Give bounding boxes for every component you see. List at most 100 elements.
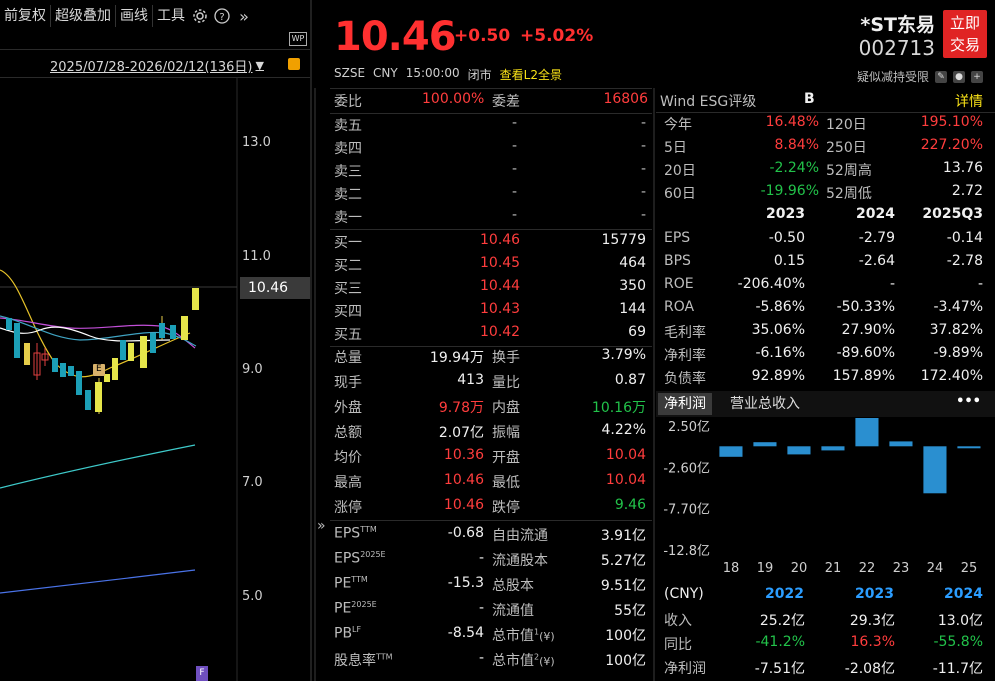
more-icon[interactable]: •••	[956, 394, 981, 409]
info-circle-icon[interactable]: (¥)	[539, 655, 555, 668]
fundamental-value: 100亿	[605, 653, 646, 669]
ask-row[interactable]: 卖三 - -	[330, 159, 652, 183]
fin-col-header: 2023	[766, 206, 805, 222]
fin-row: ROE -206.40% - -	[656, 274, 995, 297]
fin-value: -2.78	[946, 253, 983, 269]
perf-label: 52周低	[826, 186, 872, 202]
bid-row[interactable]: 买三 10.44 350	[330, 276, 652, 300]
ask-label: 卖四	[334, 141, 362, 157]
stock-code: 002713	[858, 36, 935, 60]
ask-row[interactable]: 卖四 - -	[330, 136, 652, 160]
tab-revenue[interactable]: 营业总收入	[730, 396, 800, 412]
edit-icon[interactable]: ✎	[935, 70, 947, 83]
esg-detail-link[interactable]: 详情	[955, 94, 983, 110]
bid-row[interactable]: 买四 10.43 144	[330, 299, 652, 323]
l2-panorama-link[interactable]: 查看L2全景	[499, 68, 562, 82]
fundamental-value: 5.27亿	[600, 553, 646, 569]
stat-value: 9.46	[614, 497, 646, 513]
ask-row[interactable]: 卖二 - -	[330, 182, 652, 206]
year-header[interactable]: 2023	[855, 586, 894, 602]
stat-label: 总额	[334, 425, 362, 441]
bar-x-tick-label: 22	[859, 561, 876, 576]
year-header[interactable]: 2024	[944, 586, 983, 602]
y-tick-label: 7.0	[242, 475, 263, 490]
bar-y-tick-label: -2.60亿	[663, 461, 710, 476]
fundamental-label: PE	[334, 575, 352, 592]
toolbar-tools-button[interactable]: 工具	[157, 8, 185, 24]
ask-label: 卖五	[334, 118, 362, 134]
tab-net-profit[interactable]: 净利润	[658, 393, 712, 415]
net-profit-bar[interactable]	[855, 418, 879, 447]
fundamental-row: PBLF -8.54 总市值1(¥) 100亿	[330, 623, 652, 647]
collapse-double-chevron-icon[interactable]: »	[317, 518, 326, 534]
net-profit-bar[interactable]	[787, 446, 811, 455]
fundamental-label: 总股本	[492, 578, 534, 594]
toolbar-overlay-button[interactable]: 超级叠加	[51, 5, 116, 27]
last-price: 10.46	[334, 14, 457, 60]
stat-row: 最高 10.46 最低 10.04	[330, 470, 652, 494]
bid-row[interactable]: 买一 10.46 15779	[330, 230, 652, 254]
add-icon[interactable]: +	[971, 70, 983, 83]
expand-double-chevron-icon[interactable]: »	[239, 6, 249, 26]
bar-x-tick-label: 20	[791, 561, 808, 576]
stat-value: 19.94万	[429, 350, 484, 366]
bid-volume: 464	[619, 255, 646, 271]
bell-icon[interactable]: ●	[953, 70, 965, 83]
kline-canvas[interactable]	[0, 78, 312, 681]
bar-y-tick-label: 2.50亿	[668, 420, 710, 435]
info-circle-icon[interactable]: (¥)	[539, 630, 555, 643]
bid-row[interactable]: 买五 10.42 69	[330, 322, 652, 346]
ask-label: 卖三	[334, 164, 362, 180]
annual-value: 29.3亿	[849, 613, 895, 629]
ask-row[interactable]: 卖五 - -	[330, 113, 652, 137]
perf-value: 13.76	[942, 160, 983, 176]
stat-row: 总额 2.07亿 振幅 4.22%	[330, 420, 652, 444]
fundamental-sup: TTM	[360, 525, 377, 534]
fin-row: BPS 0.15 -2.64 -2.78	[656, 251, 995, 274]
net-profit-bar[interactable]	[923, 446, 947, 494]
net-profit-bar[interactable]	[889, 441, 913, 447]
fin-value: -9.89%	[933, 345, 983, 361]
fin-label: EPS	[664, 230, 691, 246]
fundamental-label: EPS	[334, 525, 361, 542]
event-marker-e[interactable]: E	[96, 364, 102, 374]
fundamental-label: 流通股本	[492, 553, 548, 569]
net-profit-bar[interactable]	[753, 442, 777, 447]
perf-label: 60日	[664, 186, 696, 202]
stat-row: 总量 19.94万 换手 3.79%	[330, 345, 652, 369]
perf-value: 2.72	[951, 183, 983, 199]
ask-volume: -	[640, 138, 646, 154]
ask-row[interactable]: 卖一 - -	[330, 205, 652, 229]
wp-badge-icon[interactable]: WP	[289, 32, 307, 46]
gear-icon[interactable]	[189, 5, 211, 27]
net-profit-bar[interactable]	[957, 446, 981, 449]
annual-value: -55.8%	[933, 634, 983, 650]
fundamental-value: 9.51亿	[600, 578, 646, 594]
bar-x-tick-label: 21	[825, 561, 842, 576]
date-range-selector[interactable]: 2025/07/28-2026/02/12(136日) ▼	[50, 56, 264, 75]
fin-label: 负债率	[664, 371, 706, 387]
stat-label: 内盘	[492, 400, 520, 416]
lock-icon[interactable]	[288, 58, 300, 70]
stat-label: 开盘	[492, 450, 520, 466]
year-header[interactable]: 2022	[765, 586, 804, 602]
trade-now-button[interactable]: 立即 交易	[943, 10, 987, 58]
toolbar-divider	[0, 49, 310, 50]
stat-label: 现手	[334, 375, 362, 391]
order-book-panel: 委比 100.00% 委差 16806 卖五 - - 卖四 - - 卖三 - -…	[330, 88, 652, 681]
perf-value: -19.96%	[760, 183, 819, 199]
toolbar-draw-button[interactable]: 画线	[116, 5, 153, 27]
kline-chart-panel[interactable]: 前复权 超级叠加 画线 工具 ? » WP 2025/07/28-2026/02…	[0, 0, 312, 681]
bid-row[interactable]: 买二 10.45 464	[330, 253, 652, 277]
help-icon[interactable]: ?	[211, 5, 233, 27]
fundamental-row: PETTM -15.3 总股本 9.51亿	[330, 573, 652, 597]
stat-value: 413	[457, 372, 484, 388]
toolbar-adjust-button[interactable]: 前复权	[0, 5, 51, 27]
fundamental-sup: 2025E	[351, 600, 377, 609]
stat-label: 量比	[492, 375, 520, 391]
net-profit-bar[interactable]	[821, 446, 845, 451]
fin-label: 毛利率	[664, 325, 706, 341]
stock-name: *ST东易	[860, 14, 935, 36]
net-profit-bar[interactable]	[719, 446, 743, 457]
event-marker-f[interactable]: F	[196, 666, 208, 681]
